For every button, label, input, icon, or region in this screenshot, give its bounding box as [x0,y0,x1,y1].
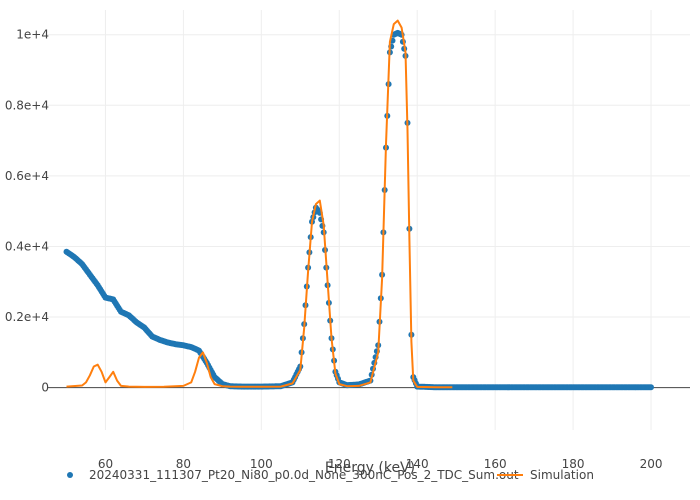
grid [47,10,690,430]
y-tick-label: 0.4e+4 [5,239,49,253]
legend-label-simulation: Simulation [530,468,594,482]
y-tick-label: 0 [41,381,49,395]
x-tick-label: 120 [328,457,351,471]
data-point [648,384,654,391]
x-tick-label: 60 [98,457,113,471]
y-tick-label: 0.2e+4 [5,310,49,324]
x-tick-label: 100 [250,457,273,471]
x-tick-label: 160 [484,457,507,471]
legend-label-measurement: 20240331_111307_Pt20_Ni80_p0.0d_None_300… [89,468,519,482]
x-axis-ticks: 60 80 100 120 140 160 180 200 [98,457,663,471]
y-tick-label: 0.6e+4 [5,169,49,183]
legend: 20240331_111307_Pt20_Ni80_p0.0d_None_300… [67,468,594,482]
x-tick-label: 140 [406,457,429,471]
x-axis-title: Energy (keV) [325,460,415,476]
measurement-series [63,29,654,391]
x-tick-label: 80 [176,457,191,471]
x-tick-label: 200 [640,457,663,471]
y-tick-label: 0.8e+4 [5,98,49,112]
x-tick-label: 180 [562,457,585,471]
y-axis-ticks: 0 0.2e+4 0.4e+4 0.6e+4 0.8e+4 1e+4 [5,28,49,395]
simulation-series [66,19,453,389]
simulation-line [66,19,453,389]
legend-marker-measurement [67,472,73,478]
y-tick-label: 1e+4 [16,28,49,42]
